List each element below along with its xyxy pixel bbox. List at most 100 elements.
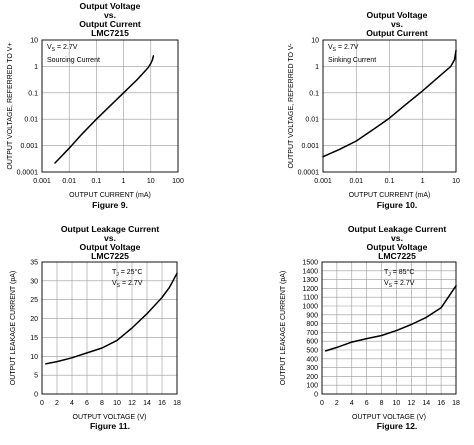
x-tick-label: 10 [147, 178, 155, 185]
x-tick-label: 6 [85, 400, 89, 407]
x-tick-label: 0.1 [385, 178, 395, 185]
chart-title-line: LMC7225 [378, 251, 416, 261]
y-tick-label: 0.001 [20, 143, 38, 150]
chart-title-line: Output Current [79, 19, 141, 29]
x-tick-label: 4 [70, 400, 74, 407]
annotation-part: = 85°C [391, 268, 415, 276]
chart-title-line: vs. [391, 19, 403, 29]
chart-title: Output Voltage vs. Output Current [317, 11, 474, 38]
plot-frame [41, 39, 179, 173]
y-tick-label: 0.1 [309, 90, 319, 97]
annotation-part: V [384, 280, 389, 287]
figure-caption: Figure 11. [89, 421, 131, 431]
x-axis-label: OUTPUT CURRENT (mA) [349, 192, 431, 199]
x-tick-label: 2 [55, 400, 59, 407]
x-tick-label: 0 [320, 400, 324, 407]
annotation-part: J [116, 272, 119, 278]
y-tick-label: 5 [34, 373, 38, 380]
chart-title: Output Leakage Current vs. Output Voltage L… [317, 225, 474, 261]
plot-frame [41, 261, 178, 395]
y-tick-label: 1 [34, 64, 38, 71]
annotation-mode: Sourcing Current [47, 57, 100, 64]
x-axis-label: OUTPUT VOLTAGE (V) [352, 414, 426, 421]
annotation-part: S [389, 283, 393, 289]
chart-title-line: vs. [391, 233, 403, 243]
y-tick-label: 20 [30, 316, 38, 323]
y-tick-label: 200 [306, 374, 318, 381]
annotation-part: V [112, 280, 117, 287]
series-line [324, 285, 457, 352]
chart-title-line: Output Current [366, 28, 428, 38]
x-tick-label: 0.001 [314, 178, 332, 185]
y-tick-label: 10 [30, 38, 38, 45]
annotation-part: T [384, 269, 389, 276]
y-tick-label: 600 [306, 339, 318, 346]
x-tick-label: 12 [407, 400, 415, 407]
x-tick-label: 16 [437, 400, 445, 407]
chart-title-line: LMC7215 [91, 28, 129, 38]
figure-caption: Figure 10. [376, 200, 418, 210]
annotation-part: = 25°C [119, 268, 143, 276]
annotation-supply: VS = 2.7V [328, 44, 359, 53]
chart-title-line: Output Voltage [79, 1, 141, 11]
y-tick-label: 1300 [302, 277, 318, 284]
chart-title-line: Output Leakage Current [347, 224, 447, 234]
annotation-mode: Sinking Current [328, 57, 376, 64]
y-axis-label: OUTPUT LEAKAGE CURRENT (pA) [280, 271, 287, 386]
annotation-supply: VS = 2.7V [47, 44, 78, 53]
x-tick-label: 0.01 [349, 178, 363, 185]
x-tick-label: 1 [122, 178, 126, 185]
x-tick-label: 12 [128, 400, 136, 407]
y-tick-label: 900 [306, 312, 318, 319]
annotation-part: V [47, 44, 52, 51]
x-tick-label: 8 [380, 400, 384, 407]
y-tick-label: 1400 [302, 268, 318, 275]
annotation-part: V [328, 44, 333, 51]
grid [41, 261, 178, 395]
annotation-part: = 2.7V [392, 280, 415, 287]
chart-title-line: Output Voltage [79, 242, 141, 252]
x-tick-label: 0 [40, 400, 44, 407]
annotation-temperature: TJ = 85°C [384, 268, 414, 278]
annotation-part: = 2.7V [120, 280, 143, 287]
x-axis-label: OUTPUT VOLTAGE (V) [73, 414, 147, 421]
x-axis-label: OUTPUT CURRENT (mA) [69, 192, 151, 199]
x-tick-label: 0.01 [62, 178, 76, 185]
annotation-part: S [117, 283, 121, 289]
chart-title-line: vs. [104, 233, 116, 243]
series-line [54, 55, 155, 164]
x-tick-label: 0.001 [33, 178, 51, 185]
x-tick-label: 100 [172, 178, 184, 185]
y-tick-label: 1200 [302, 286, 318, 293]
chart-title-line: Output Leakage Current [60, 224, 160, 234]
y-tick-label: 100 [306, 383, 318, 390]
y-tick-label: 1 [315, 64, 319, 71]
grid [321, 261, 457, 395]
y-tick-label: 0.001 [301, 143, 319, 150]
y-tick-label: 1000 [302, 304, 318, 311]
x-tick-label: 0.1 [92, 178, 102, 185]
y-tick-label: 1500 [302, 260, 318, 267]
y-axis-label: OUTPUT LEAKAGE CURRENT (pA) [10, 271, 17, 386]
y-tick-label: 500 [306, 348, 318, 355]
y-tick-label: 15 [30, 335, 38, 342]
series-line [45, 272, 178, 365]
chart-title-line: LMC7225 [91, 251, 129, 261]
x-tick-label: 10 [452, 178, 460, 185]
y-tick-label: 0.1 [28, 90, 38, 97]
grid [322, 39, 457, 173]
y-tick-label: 300 [306, 365, 318, 372]
y-tick-label: 800 [306, 321, 318, 328]
y-tick-label: 400 [306, 356, 318, 363]
annotation-part: S [333, 47, 337, 53]
series-line [322, 49, 457, 158]
annotation-supply: VS = 2.7V [112, 280, 143, 289]
y-tick-label: 0.01 [24, 117, 38, 124]
chart-title: Output Voltage vs. Output Current LMC7215 [30, 2, 190, 38]
x-tick-label: 8 [100, 400, 104, 407]
y-tick-label: 10 [30, 354, 38, 361]
y-tick-label: 0.0001 [298, 170, 320, 177]
y-tick-label: 25 [30, 297, 38, 304]
